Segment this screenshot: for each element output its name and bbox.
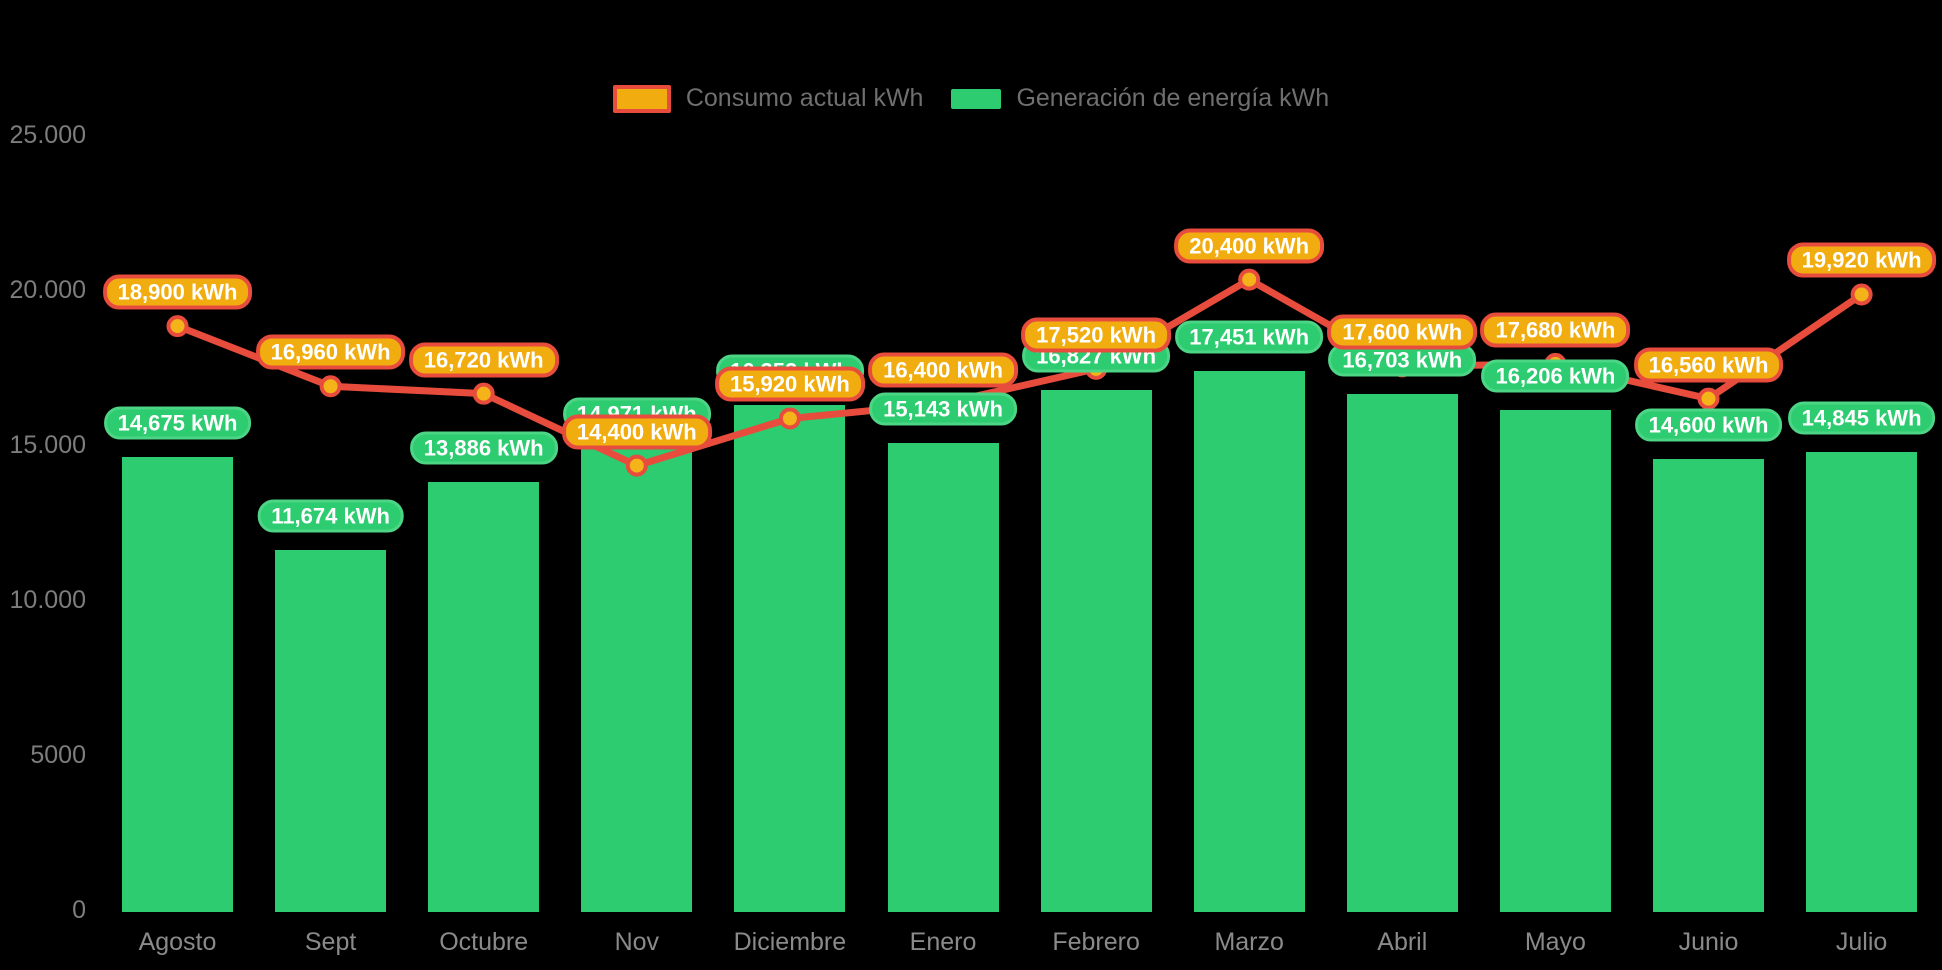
x-tick-label: Junio — [1678, 928, 1739, 956]
consumo-label-agosto: 18,900 kWh — [102, 274, 253, 310]
bar-nov[interactable] — [581, 447, 693, 912]
x-tick-label: Diciembre — [733, 928, 847, 956]
generacion-label-octubre: 13,886 kWh — [409, 431, 558, 465]
bar-abril[interactable] — [1346, 394, 1458, 912]
y-tick-label: 0 — [72, 896, 86, 924]
generacion-label-mayo: 16,206 kWh — [1481, 359, 1630, 393]
generacion-label-marzo: 17,451 kWh — [1175, 320, 1324, 354]
bar-diciembre[interactable] — [734, 405, 846, 912]
bar-mayo[interactable] — [1499, 409, 1611, 912]
chart-legend: Consumo actual kWh Generación de energía… — [0, 84, 1942, 113]
bar-julio[interactable] — [1806, 451, 1918, 912]
consumo-point-agosto[interactable] — [166, 315, 189, 338]
x-tick-label: Octubre — [439, 928, 529, 956]
consumo-point-octubre[interactable] — [472, 382, 495, 405]
consumo-label-sept: 16,960 kWh — [255, 334, 406, 370]
y-tick-label: 25.000 — [9, 121, 86, 149]
consumo-label-mayo: 17,680 kWh — [1480, 312, 1631, 348]
consumo-point-julio[interactable] — [1850, 283, 1873, 306]
consumo-swatch-icon — [612, 84, 671, 113]
consumo-label-febrero: 17,520 kWh — [1021, 317, 1172, 353]
legend-item-generacion[interactable]: Generación de energía kWh — [951, 84, 1329, 113]
consumo-point-marzo[interactable] — [1238, 268, 1261, 291]
y-tick-label: 20.000 — [9, 276, 86, 304]
consumo-label-nov: 14,400 kWh — [561, 414, 712, 450]
legend-item-consumo[interactable]: Consumo actual kWh — [612, 84, 924, 113]
bar-octubre[interactable] — [428, 481, 540, 912]
bar-marzo[interactable] — [1193, 371, 1305, 912]
generacion-label-enero: 15,143 kWh — [869, 392, 1017, 426]
x-tick-label: Sept — [304, 928, 357, 956]
x-tick-label: Agosto — [138, 928, 217, 956]
x-tick-label: Abril — [1377, 928, 1428, 956]
y-tick-label: 10.000 — [9, 586, 86, 614]
consumo-label-junio: 16,560 kWh — [1633, 347, 1784, 383]
x-tick-label: Febrero — [1052, 928, 1140, 956]
consumo-label-diciembre: 15,920 kWh — [714, 366, 865, 402]
consumo-label-abril: 17,600 kWh — [1327, 314, 1478, 350]
consumo-point-nov[interactable] — [625, 454, 648, 477]
x-tick-label: Julio — [1835, 928, 1888, 956]
y-tick-label: 5000 — [30, 741, 86, 769]
generacion-label-junio: 14,600 kWh — [1634, 408, 1783, 442]
legend-consumo-label: Consumo actual kWh — [685, 84, 924, 112]
bar-junio[interactable] — [1653, 459, 1764, 912]
consumo-label-julio: 19,920 kWh — [1786, 242, 1937, 278]
bar-enero[interactable] — [887, 442, 999, 912]
consumo-label-enero: 16,400 kWh — [868, 352, 1018, 388]
generacion-label-julio: 14,845 kWh — [1787, 401, 1936, 435]
x-tick-label: Marzo — [1214, 928, 1284, 956]
consumo-label-marzo: 20,400 kWh — [1174, 228, 1325, 264]
bar-agosto[interactable] — [122, 457, 233, 912]
legend-generacion-label: Generación de energía kWh — [1016, 84, 1330, 112]
x-tick-label: Nov — [614, 928, 660, 956]
generacion-swatch-icon — [951, 88, 1002, 109]
generacion-label-agosto: 14,675 kWh — [103, 406, 252, 440]
consumo-point-junio[interactable] — [1697, 387, 1720, 410]
consumo-point-sept[interactable] — [319, 375, 342, 398]
consumo-label-octubre: 16,720 kWh — [408, 342, 559, 378]
bar-sept[interactable] — [275, 550, 387, 912]
consumo-point-diciembre[interactable] — [778, 407, 801, 430]
x-tick-label: Enero — [909, 928, 977, 956]
bar-febrero[interactable] — [1040, 390, 1152, 912]
generacion-label-sept: 11,674 kWh — [257, 499, 404, 533]
y-tick-label: 15.000 — [9, 431, 86, 459]
x-tick-label: Mayo — [1524, 928, 1586, 956]
